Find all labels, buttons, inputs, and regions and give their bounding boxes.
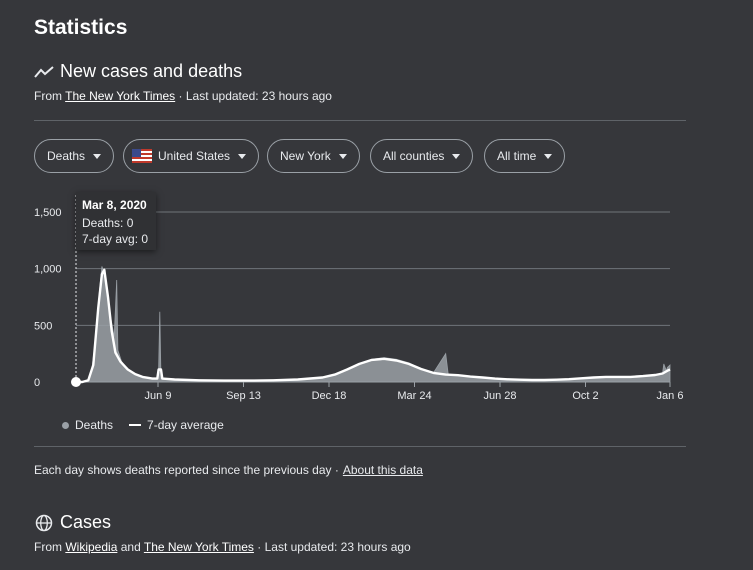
x-tick-label: Sep 13 <box>226 390 261 402</box>
y-tick-label: 1,000 <box>34 264 62 276</box>
caret-down-icon <box>452 153 461 159</box>
caret-down-icon <box>238 153 247 159</box>
trend-line-icon <box>34 62 54 82</box>
source-link-wikipedia[interactable]: Wikipedia <box>65 540 118 554</box>
legend-deaths-label: Deaths <box>75 418 114 432</box>
divider <box>34 120 686 121</box>
about-data-link[interactable]: About this data <box>342 463 423 477</box>
source-link-nyt[interactable]: The New York Times <box>143 540 254 554</box>
caret-down-icon <box>338 153 347 159</box>
section-title-label: Cases <box>60 512 112 532</box>
x-tick-label: Dec 18 <box>312 390 347 402</box>
avg-line <box>76 268 671 384</box>
x-tick-label: Oct 2 <box>572 390 598 402</box>
x-tick-label: Jun 28 <box>483 390 516 402</box>
tooltip-date: Mar 8, 2020 <box>82 198 147 212</box>
globe-icon <box>34 513 54 533</box>
section-title-new-cases: New cases and deaths <box>34 61 242 82</box>
source-link-nyt[interactable]: The New York Times <box>65 89 176 103</box>
divider <box>34 446 686 447</box>
x-tick-label: Jan 6 <box>657 390 684 402</box>
range-dropdown[interactable]: All time <box>484 139 566 173</box>
deaths-area <box>76 266 671 383</box>
caret-down-icon <box>544 153 553 159</box>
x-tick-label: Jun 9 <box>145 390 172 402</box>
state-dropdown[interactable]: New York <box>267 139 360 173</box>
country-dropdown[interactable]: United States <box>123 139 260 173</box>
legend-avg-label: 7-day average <box>147 418 224 432</box>
source-line-cases: From Wikipedia and The New York Times · … <box>34 540 411 554</box>
page-title: Statistics <box>34 16 128 39</box>
section-title-cases: Cases <box>34 512 111 533</box>
hover-point <box>71 377 81 387</box>
legend-deaths-swatch <box>62 421 69 429</box>
section-title-label: New cases and deaths <box>60 61 243 81</box>
legend-avg-swatch <box>129 424 142 426</box>
y-tick-label: 0 <box>34 377 40 389</box>
source-line: From The New York Times · Last updated: … <box>34 89 332 103</box>
y-tick-label: 500 <box>34 320 52 332</box>
metric-dropdown[interactable]: Deaths <box>34 139 115 173</box>
chart-legend: Deaths 7-day average <box>62 418 224 432</box>
y-tick-label: 1,500 <box>34 207 62 219</box>
us-flag-icon <box>132 149 152 163</box>
tooltip-deaths: Deaths: 0 <box>82 216 134 230</box>
x-tick-label: Mar 24 <box>397 390 431 402</box>
caret-down-icon <box>93 153 102 159</box>
chart-tooltip: Mar 8, 2020 Deaths: 0 7-day avg: 0 <box>76 192 156 250</box>
tooltip-avg: 7-day avg: 0 <box>82 232 149 246</box>
chart-note: Each day shows deaths reported since the… <box>34 463 423 477</box>
county-dropdown[interactable]: All counties <box>370 139 474 173</box>
